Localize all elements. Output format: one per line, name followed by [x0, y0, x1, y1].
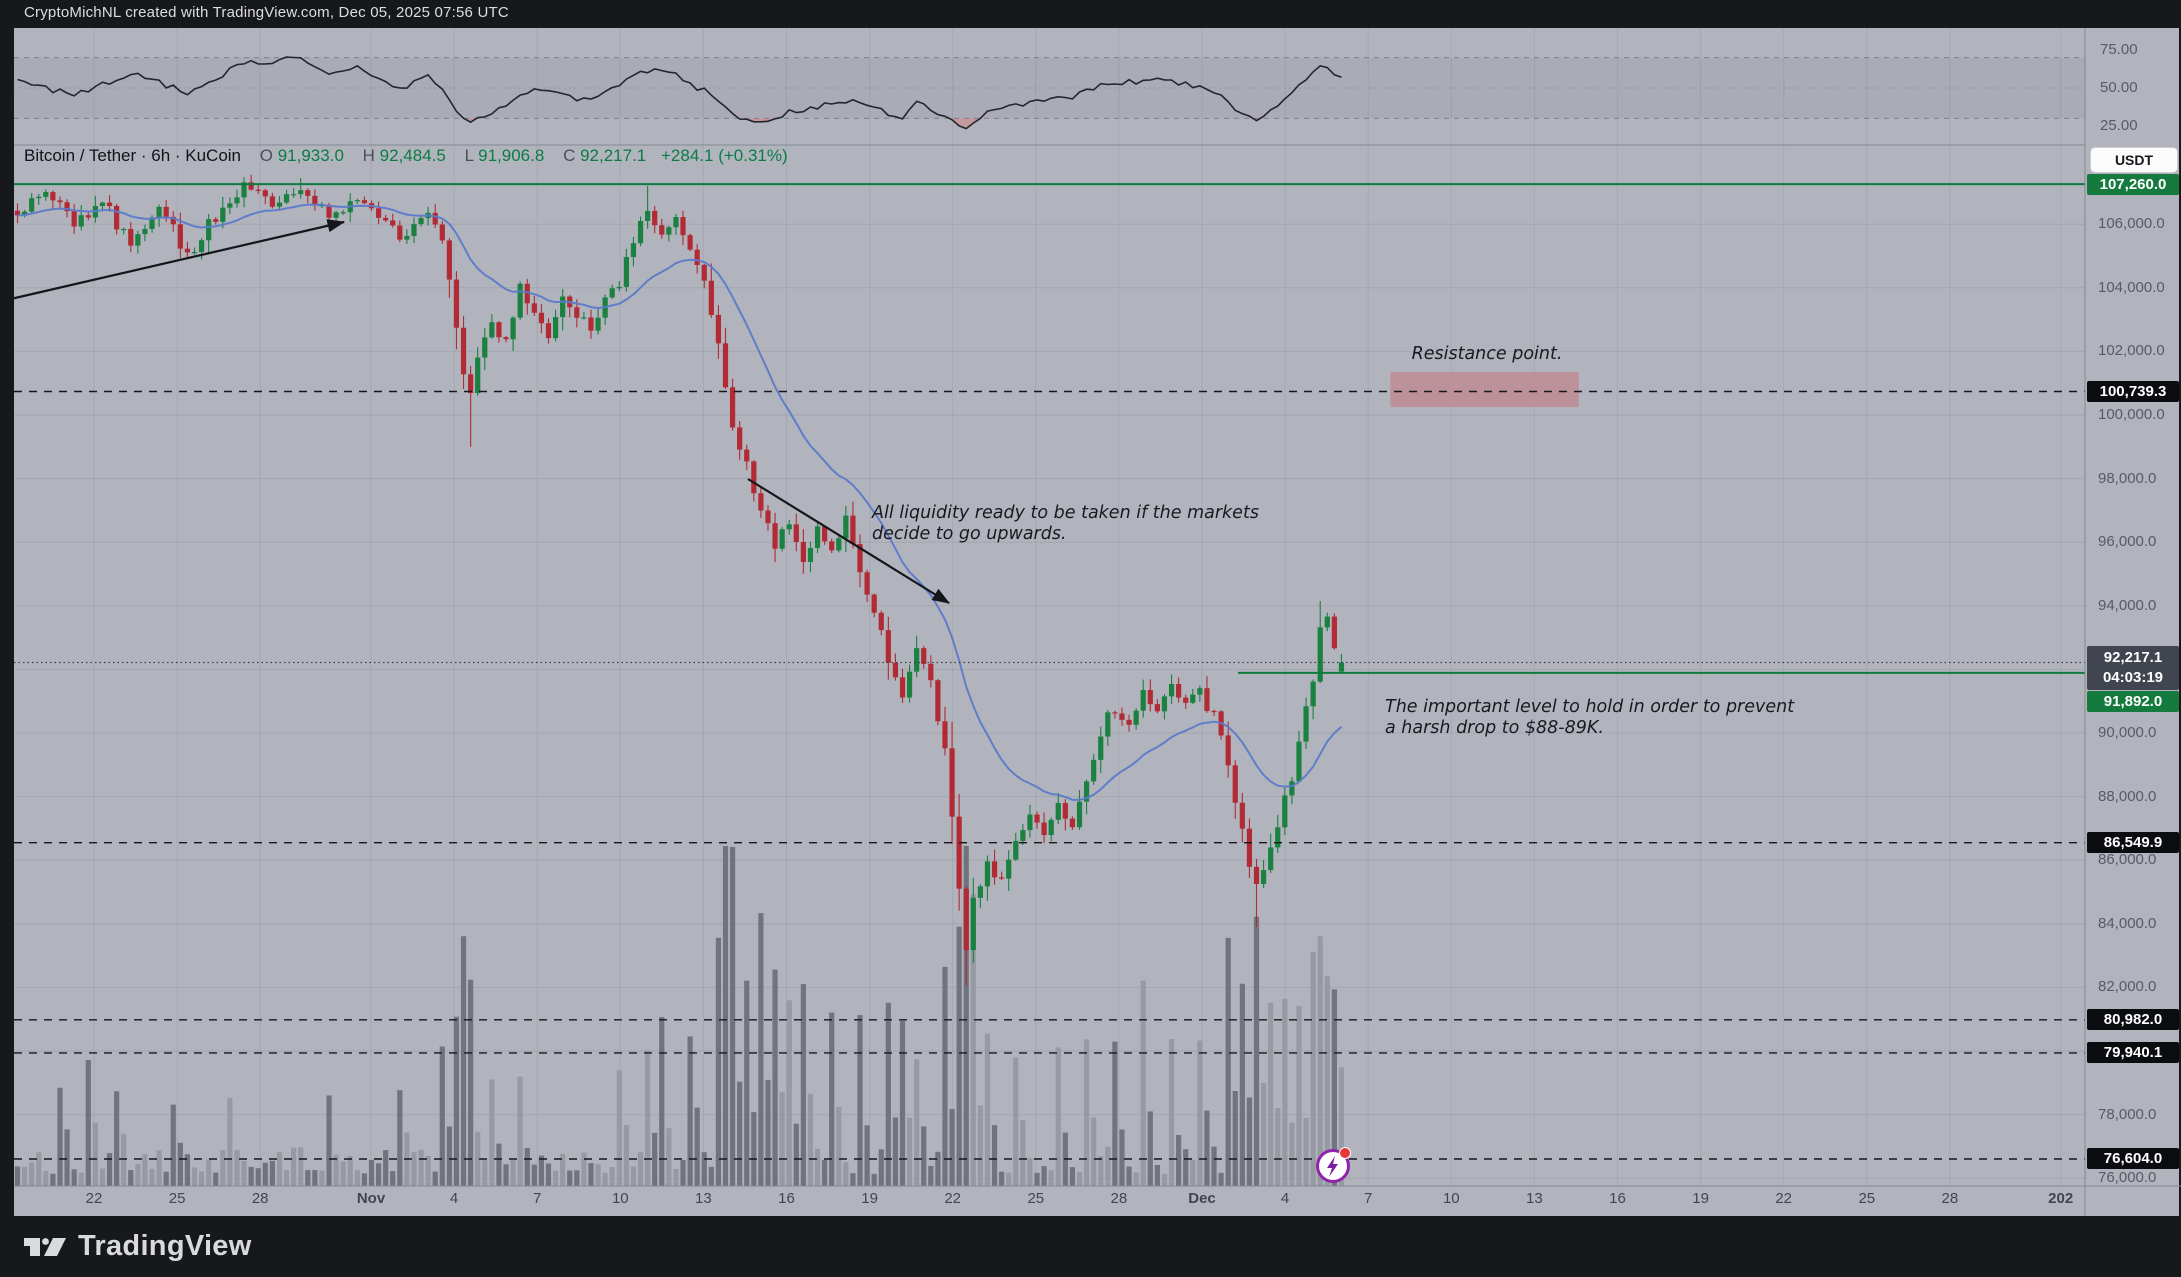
- time-axis-label: 16: [778, 1190, 795, 1207]
- price-axis-grid-label: 88,000.0: [2098, 787, 2157, 805]
- price-axis-grid-label: 106,000.0: [2098, 215, 2165, 233]
- current-price-countdown-label: 92,217.1 04:03:19: [2087, 646, 2179, 691]
- high-value: 92,484.5: [379, 146, 446, 165]
- time-axis-label: 19: [1692, 1190, 1709, 1207]
- price-axis-grid-label: 84,000.0: [2098, 914, 2157, 932]
- tradingview-logo[interactable]: TradingView: [24, 1230, 252, 1263]
- footer-bar: TradingView: [0, 1216, 2181, 1277]
- time-axis-label: 25: [1858, 1190, 1876, 1207]
- price-axis-grid-label: 102,000.0: [2098, 342, 2165, 360]
- time-axis-label: 25: [168, 1190, 186, 1207]
- price-level-label: 100,739.3: [2087, 380, 2179, 402]
- time-axis-label: 28: [1110, 1190, 1128, 1207]
- low-value: 91,906.8: [478, 146, 545, 165]
- price-axis-grid-label: 96,000.0: [2098, 533, 2157, 551]
- price-level-label: 86,549.9: [2087, 832, 2179, 854]
- price-level-label: 107,260.0: [2087, 173, 2179, 195]
- time-axis-label: 28: [1941, 1190, 1959, 1207]
- header-bar: CryptoMichNL created with TradingView.co…: [0, 0, 2181, 28]
- annotation-hold-line2: a harsh drop to $88-89K.: [1385, 718, 1604, 738]
- time-axis-label: 10: [611, 1190, 629, 1207]
- symbol-title[interactable]: Bitcoin / Tether · 6h · KuCoin: [24, 146, 242, 165]
- price-axis-grid-label: 100,000.0: [2098, 406, 2165, 423]
- price-level-label: 79,940.1: [2087, 1042, 2179, 1064]
- time-axis-label: 10: [1442, 1190, 1460, 1207]
- high-label: H: [362, 146, 375, 165]
- notification-dot: [1339, 1147, 1351, 1159]
- price-axis-grid-label: 104,000.0: [2098, 278, 2165, 296]
- price-axis-grid-label: 98,000.0: [2098, 469, 2157, 487]
- time-axis-label: 28: [251, 1190, 269, 1207]
- time-axis-label: 22: [944, 1190, 962, 1207]
- price-axis-grid-label: 86,000.0: [2098, 851, 2157, 869]
- time-axis-label: 25: [1027, 1190, 1045, 1207]
- chart-credit-text: CryptoMichNL created with TradingView.co…: [24, 4, 509, 21]
- time-axis-label: 19: [861, 1190, 878, 1207]
- tradingview-mark-icon: [24, 1237, 66, 1256]
- price-axis-grid-label: 82,000.0: [2098, 978, 2157, 996]
- time-axis-label: Nov: [356, 1190, 386, 1207]
- change-value: +284.1 (+0.31%): [661, 146, 788, 165]
- time-axis-label: 4: [1280, 1190, 1290, 1207]
- streaming-badge-icon[interactable]: [1316, 1147, 1351, 1183]
- annotation-hold-line1: The important level to hold in order to …: [1385, 697, 1795, 717]
- annotation-liquidity-line1: All liquidity ready to be taken if the m…: [872, 503, 1259, 523]
- rsi-axis-label: 50.00: [2100, 79, 2138, 96]
- annotation-liquidity[interactable]: All liquidity ready to be taken if the m…: [872, 503, 1259, 545]
- rsi-axis-label: 75.00: [2100, 41, 2138, 58]
- price-axis-grid-label: 90,000.0: [2098, 724, 2157, 741]
- open-value: 91,933.0: [277, 146, 344, 165]
- quote-currency-badge: USDT: [2090, 147, 2178, 173]
- time-axis-label: 7: [1364, 1190, 1373, 1207]
- price-axis-grid-label: 76,000.0: [2098, 1169, 2157, 1187]
- open-label: O: [259, 146, 273, 165]
- rsi-axis-label: 25.00: [2100, 117, 2138, 134]
- time-axis-label: 202: [2048, 1190, 2074, 1207]
- tradingview-wordmark: TradingView: [78, 1230, 252, 1262]
- close-label: C: [563, 146, 576, 165]
- time-axis-label: Dec: [1188, 1190, 1216, 1207]
- price-level-label: 91,892.0: [2087, 691, 2179, 713]
- time-axis-label: 4: [449, 1190, 459, 1207]
- time-axis-label: 22: [85, 1190, 103, 1207]
- close-value: 92,217.1: [580, 146, 647, 165]
- time-axis[interactable]: [14, 1186, 2085, 1216]
- annotation-hold-level[interactable]: The important level to hold in order to …: [1385, 697, 1794, 739]
- time-axis-label: 7: [533, 1190, 542, 1207]
- annotation-resistance-point[interactable]: Resistance point.: [1392, 344, 1582, 365]
- annotation-liquidity-line2: decide to go upwards.: [872, 524, 1067, 544]
- price-level-label: 76,604.0: [2087, 1148, 2179, 1170]
- time-axis-label: 13: [695, 1190, 712, 1207]
- price-axis-grid-label: 78,000.0: [2098, 1105, 2157, 1123]
- price-level-label: 80,982.0: [2087, 1009, 2179, 1031]
- price-axis[interactable]: [2085, 28, 2181, 1216]
- price-axis-grid-label: 94,000.0: [2098, 596, 2157, 614]
- chart-pane-background: [14, 28, 2179, 1216]
- time-axis-label: 13: [1526, 1190, 1543, 1207]
- symbol-info-bar[interactable]: Bitcoin / Tether · 6h · KuCoin O 91,933.…: [24, 146, 788, 166]
- annotation-resistance-text: Resistance point.: [1411, 344, 1563, 364]
- low-label: L: [464, 146, 474, 165]
- time-axis-label: 22: [1775, 1190, 1793, 1207]
- time-axis-label: 16: [1609, 1190, 1626, 1207]
- lightning-bolt-icon: [1327, 1156, 1338, 1177]
